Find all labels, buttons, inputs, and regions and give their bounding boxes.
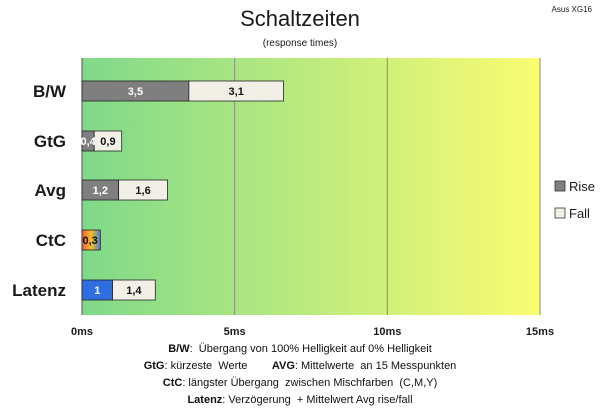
x-tick-label: 0ms (71, 326, 93, 338)
data-label: 0,3 (83, 235, 98, 247)
footer-text-latenz: : Verzögerung + Mittelwert Avg rise/fall (222, 394, 413, 406)
category-label: CtC (36, 231, 66, 250)
bar-fall (112, 279, 156, 301)
data-label-fall: 1,6 (135, 185, 150, 197)
bar-fall (118, 179, 168, 201)
x-tick-label: 15ms (526, 326, 554, 338)
device-tag: Asus XG16 (552, 5, 593, 14)
x-tick-label: 10ms (373, 326, 401, 338)
data-label-fall: 0,9 (100, 136, 115, 148)
category-labels: B/W GtG Avg CtC Latenz (12, 82, 67, 300)
footer-line-gtg: GtG: kürzeste Werte AVG: Mittelwerte an … (0, 360, 600, 372)
data-label-fall: 1,4 (126, 285, 142, 297)
data-label-rise: 3,5 (128, 86, 143, 98)
footer-key-ctc: CtC (162, 377, 183, 389)
footer-key-latenz: Latenz (187, 394, 223, 406)
x-tick-label: 5ms (224, 326, 246, 338)
footer-text-gtg: : kürzeste Werte (164, 360, 272, 372)
data-label-rise: 1,2 (93, 185, 108, 197)
legend-swatch-fall (554, 207, 566, 219)
footer-key-avg: AVG (271, 360, 295, 372)
legend-swatch-rise (554, 180, 566, 192)
data-label-rise: 0,4 (80, 136, 96, 148)
data-label-fall: 3,1 (229, 86, 244, 98)
legend-label-rise: Rise (569, 179, 595, 194)
bar-fall (188, 80, 284, 102)
bars: 3,5 3,1 0,4 0,9 1,2 1,6 0,3 1 1,4 (80, 80, 284, 301)
footer-line-latenz: Latenz: Verzögerung + Mittelwert Avg ris… (0, 394, 600, 406)
bar-ctc (81, 229, 101, 251)
footer-key-gtg: GtG (143, 360, 165, 372)
response-time-chart: Schaltzeiten (response times) Asus XG16 … (12, 5, 595, 338)
chart-title: Schaltzeiten (240, 6, 360, 31)
footer-key-bw: B/W (168, 343, 190, 355)
footer-text-ctc: : längster Übergang zwischen Mischfarben… (182, 377, 438, 389)
footer-text-bw: : Übergang von 100% Helligkeit auf 0% He… (189, 343, 432, 355)
legend-label-fall: Fall (569, 206, 590, 221)
footer-text-avg: : Mittelwerte an 15 Messpunkten (294, 360, 457, 372)
bar-fall (93, 130, 123, 152)
footer-line-ctc: CtC: längster Übergang zwischen Mischfar… (0, 377, 600, 389)
category-label: Avg (35, 181, 67, 200)
category-label: Latenz (12, 281, 66, 300)
category-label: GtG (34, 132, 66, 151)
footer-line-bw: B/W: Übergang von 100% Helligkeit auf 0%… (0, 343, 600, 355)
data-label-rise: 1 (94, 285, 100, 297)
category-label: B/W (33, 82, 67, 101)
legend: Rise Fall (554, 179, 595, 221)
x-axis-ticks: 0ms 5ms 10ms 15ms (71, 326, 554, 338)
chart-subtitle: (response times) (263, 38, 337, 49)
